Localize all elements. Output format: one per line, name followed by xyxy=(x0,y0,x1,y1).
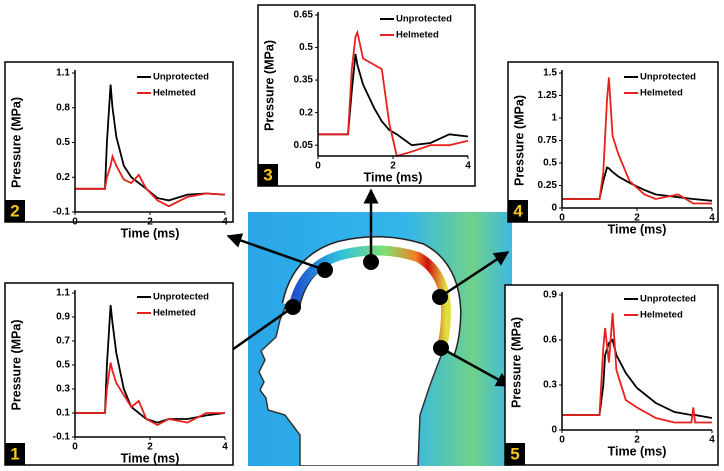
panel-frame xyxy=(507,61,719,223)
panel-badge xyxy=(508,200,528,222)
x-tick-label: 2 xyxy=(634,435,640,446)
legend-label: Unprotected xyxy=(153,292,209,303)
panel-badge xyxy=(5,200,25,222)
y-tick-label: -0.1 xyxy=(53,432,71,443)
y-tick-label: 0.3 xyxy=(56,384,70,395)
panel-badge xyxy=(5,443,25,465)
panel-number: 4 xyxy=(513,201,523,220)
y-axis-label: Pressure (MPa) xyxy=(512,95,526,186)
y-tick-label: 0.5 xyxy=(56,360,70,371)
y-tick-label: 0.5 xyxy=(543,158,557,169)
y-axis-label: Pressure (MPa) xyxy=(9,97,23,188)
y-tick-label: 0.8 xyxy=(56,102,70,113)
series-line xyxy=(318,29,469,158)
y-tick-label: 1 xyxy=(551,113,557,124)
panel-frame xyxy=(504,284,719,466)
legend-label: Unprotected xyxy=(153,72,209,83)
chart-panel: -0.1 0.2 0.5 0.8 1.1 0 2 4 Unprotected Helmeted Ti… xyxy=(4,61,234,240)
y-tick-label: 1.1 xyxy=(56,68,70,79)
panel-frame xyxy=(4,61,234,223)
x-tick-label: 4 xyxy=(222,217,228,228)
y-tick-label: 1.25 xyxy=(538,90,558,101)
y-tick-label: 0.6 xyxy=(543,335,557,346)
y-tick-label: 0 xyxy=(551,425,557,436)
legend-label: Unprotected xyxy=(640,72,696,83)
x-axis-label: Time (ms) xyxy=(121,226,180,240)
y-tick-label: 1.1 xyxy=(56,288,70,299)
x-tick-label: 4 xyxy=(465,161,471,172)
x-tick-label: 0 xyxy=(72,442,78,453)
y-tick-label: -0.1 xyxy=(53,207,71,218)
x-axis-label: Time (ms) xyxy=(121,451,180,465)
y-tick-label: 0.7 xyxy=(56,336,70,347)
y-tick-label: 0.1 xyxy=(56,408,70,419)
y-tick-label: 0.2 xyxy=(56,172,70,183)
chart-panel: -0.1 0.1 0.3 0.5 0.7 0.9 1.1 0 2 4 Unprotected Helm… xyxy=(4,282,234,466)
panel-number: 5 xyxy=(510,444,519,463)
x-axis-label: Time (ms) xyxy=(608,222,667,236)
y-tick-label: 0.2 xyxy=(299,107,313,118)
x-tick-label: 0 xyxy=(559,213,565,224)
head-model xyxy=(210,188,512,467)
y-tick-label: 0.5 xyxy=(56,137,70,148)
x-axis-label: Time (ms) xyxy=(608,444,667,458)
legend-label: Unprotected xyxy=(396,14,452,25)
legend-label: Helmeted xyxy=(640,88,683,99)
panel-number: 2 xyxy=(10,201,19,220)
legend-label: Helmeted xyxy=(153,88,196,99)
y-tick-label: 0.35 xyxy=(294,75,314,86)
x-axis-label: Time (ms) xyxy=(364,170,423,184)
panel-number: 3 xyxy=(263,165,272,184)
y-tick-label: 1.5 xyxy=(543,68,557,79)
x-tick-label: 4 xyxy=(709,435,715,446)
y-tick-label: 0.25 xyxy=(538,180,558,191)
x-tick-label: 2 xyxy=(634,213,640,224)
legend-label: Helmeted xyxy=(640,310,683,321)
y-tick-label: 0 xyxy=(551,203,557,214)
x-tick-label: 2 xyxy=(390,161,396,172)
x-tick-label: 2 xyxy=(147,442,153,453)
series-line xyxy=(562,77,712,205)
y-tick-label: 0.65 xyxy=(294,10,314,21)
chart-panel: 0.05 0.2 0.35 0.5 0.65 0 2 4 Unprotected Helmeted… xyxy=(257,4,476,187)
panel-badge xyxy=(505,443,525,465)
y-tick-label: 0.05 xyxy=(294,140,314,151)
series-line xyxy=(75,153,226,208)
y-tick-label: 0.9 xyxy=(543,290,557,301)
x-tick-label: 2 xyxy=(147,217,153,228)
series-line xyxy=(562,312,712,424)
panel-badge xyxy=(258,164,278,186)
series-line xyxy=(75,84,226,202)
y-tick-label: 0.9 xyxy=(56,312,70,323)
y-axis-label: Pressure (MPa) xyxy=(9,319,23,410)
legend-label: Helmeted xyxy=(153,308,196,319)
y-tick-label: 0.3 xyxy=(543,380,557,391)
series-line xyxy=(75,362,225,427)
y-axis-label: Pressure (MPa) xyxy=(262,40,276,131)
legend-label: Helmeted xyxy=(396,30,439,41)
panel-number: 1 xyxy=(10,444,19,463)
x-tick-label: 0 xyxy=(559,435,565,446)
y-tick-label: 0.5 xyxy=(299,42,313,53)
chart-panel: 0 0.25 0.5 0.75 1 1.25 1.5 0 2 4 Unprotected Helmet… xyxy=(507,61,719,236)
x-tick-label: 0 xyxy=(72,217,78,228)
y-axis-label: Pressure (MPa) xyxy=(509,317,523,408)
series-line xyxy=(75,304,226,424)
panel-frame xyxy=(257,4,476,187)
panel-frame xyxy=(4,282,234,466)
legend-label: Unprotected xyxy=(640,294,696,305)
x-tick-label: 0 xyxy=(315,161,321,172)
y-tick-label: 0.75 xyxy=(538,135,558,146)
x-tick-label: 4 xyxy=(222,442,228,453)
x-tick-label: 4 xyxy=(709,213,715,224)
chart-panel: 0 0.3 0.6 0.9 0 2 4 Unprotected Helmeted Time (ms… xyxy=(504,284,719,466)
